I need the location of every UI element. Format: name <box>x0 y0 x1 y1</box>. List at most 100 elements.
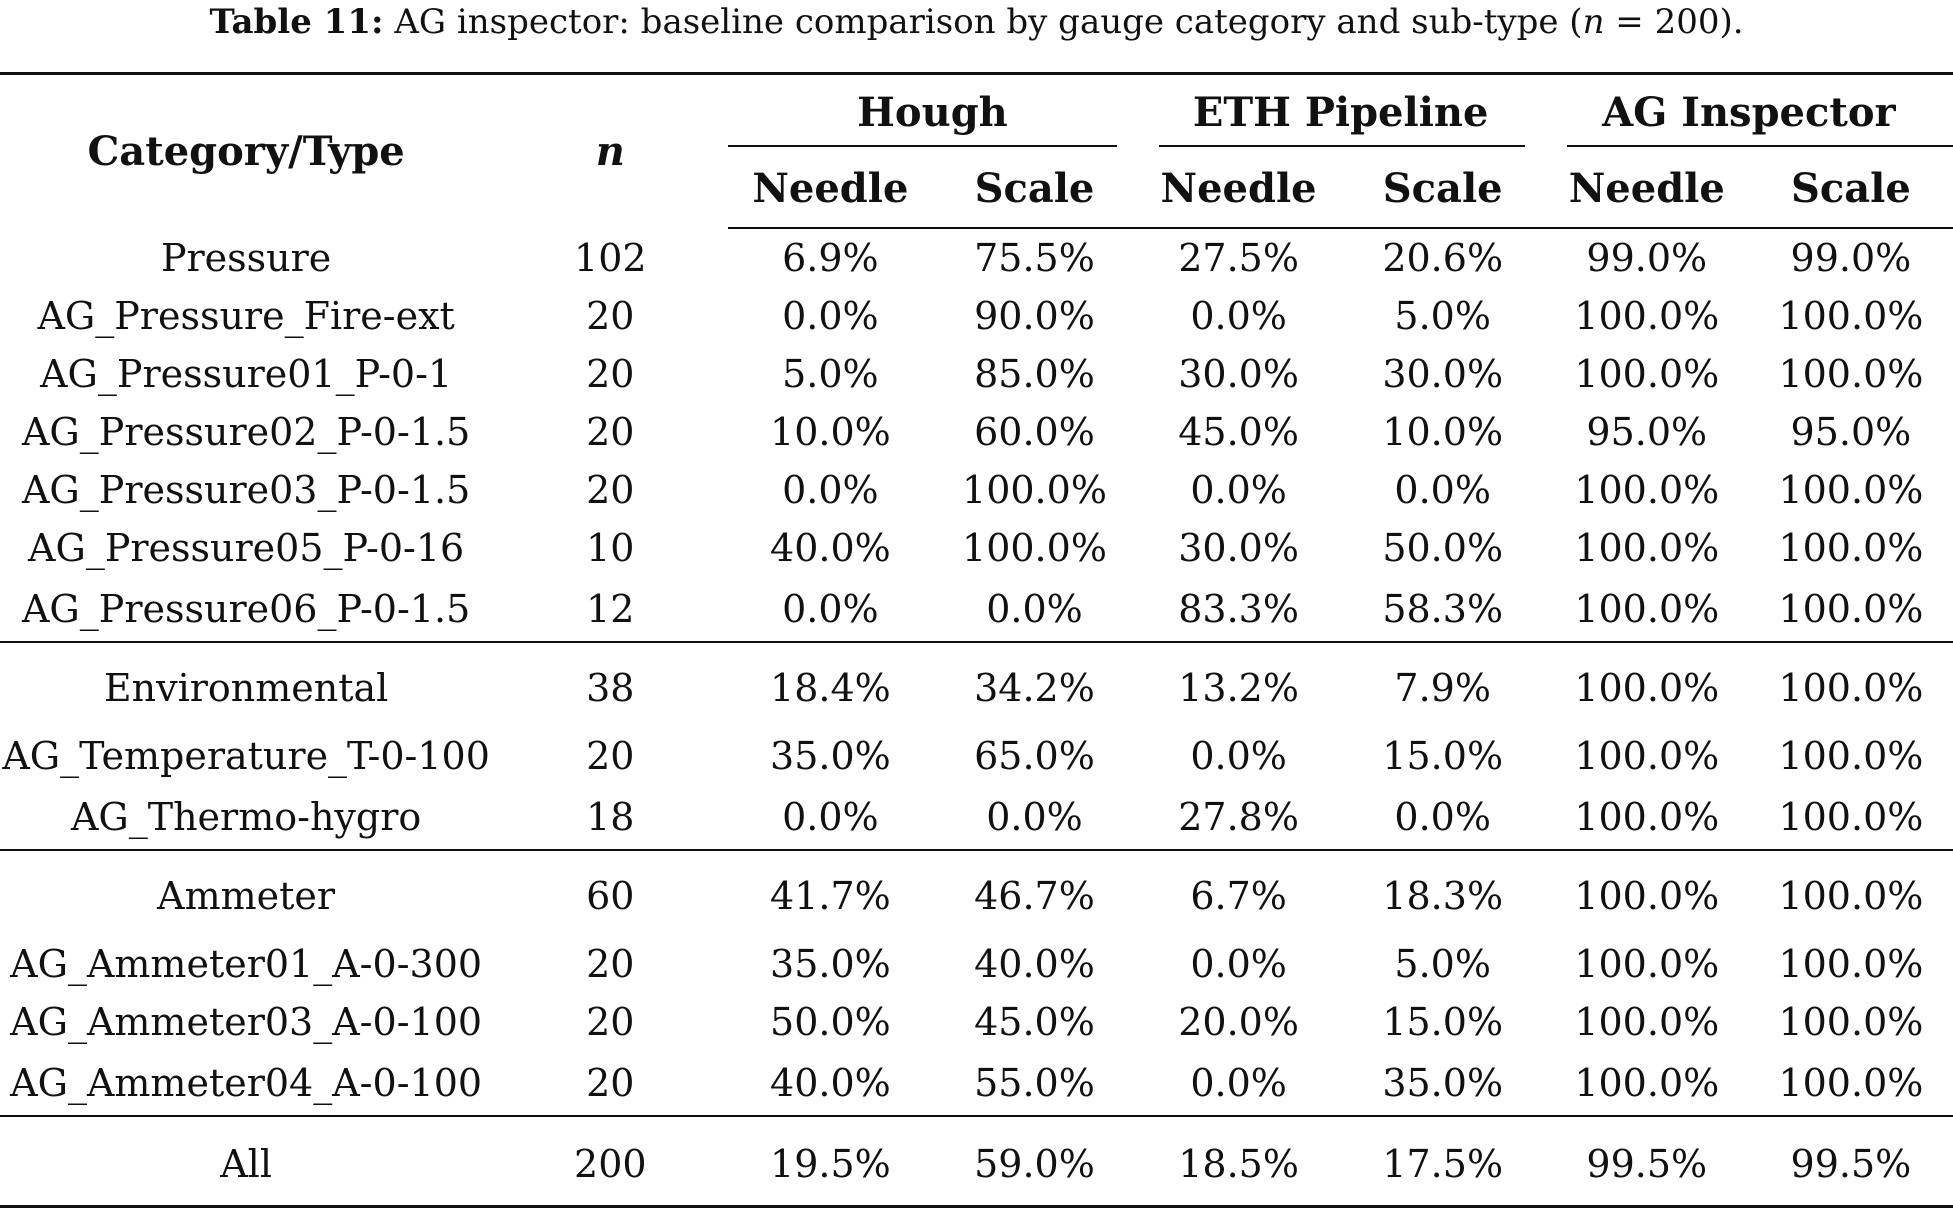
table-row: AG_Pressure_Fire-ext 20 0.0% 90.0% 0.0% 5.0% 1… <box>0 287 1953 345</box>
cell-hough-needle: 0.0% <box>782 294 879 338</box>
cell-n: 60 <box>586 874 635 918</box>
header-group-ag-inspector: AG Inspector <box>1544 72 1953 149</box>
cell-n: 20 <box>586 942 635 986</box>
header-category-type: Category/Type <box>0 72 493 228</box>
cell-ag-needle: 100.0% <box>1544 785 1749 851</box>
cell-ag-needle: 99.5% <box>1544 1116 1749 1208</box>
cell-hough-needle: 0.0% <box>728 785 933 851</box>
cell-type: AG_Pressure03_P-0-1.5 <box>21 468 471 512</box>
cell-n: 10 <box>586 526 635 570</box>
cell-eth-needle: 18.5% <box>1136 1116 1341 1208</box>
cell-eth-needle: 45.0% <box>1178 410 1299 454</box>
cell-type: AG_Pressure01_P-0-1 <box>40 352 453 396</box>
cell-type: AG_Pressure_Fire-ext <box>37 294 455 338</box>
cell-n: 18 <box>492 785 729 851</box>
cell-ag-scale: 100.0% <box>1778 1000 1924 1044</box>
group-label: Hough <box>857 88 1008 136</box>
cell-type: Pressure <box>160 235 332 280</box>
cell-eth-needle: 30.0% <box>1178 526 1299 570</box>
table-caption: Table 11: AG inspector: baseline compari… <box>0 0 1953 44</box>
cell-n: 20 <box>586 468 635 512</box>
cell-hough-needle: 19.5% <box>728 1116 933 1208</box>
cell-eth-scale: 10.0% <box>1382 410 1504 454</box>
table-row: AG_Ammeter01_A-0-300 20 35.0% 40.0% 0.0% 5.0%… <box>0 935 1953 993</box>
cell-type: AG_Temperature_T-0-100 <box>2 734 490 778</box>
cell-eth-scale: 58.3% <box>1340 577 1545 643</box>
cell-ag-needle: 100.0% <box>1544 1051 1749 1117</box>
cell-eth-scale: 5.0% <box>1394 942 1491 986</box>
table-row: AG_Pressure02_P-0-1.5 20 10.0% 60.0% 45.0% 10… <box>0 403 1953 461</box>
cell-type: Ammeter <box>157 874 336 918</box>
cell-n: 20 <box>586 410 635 454</box>
cell-eth-scale: 5.0% <box>1394 294 1491 338</box>
cell-eth-needle: 0.0% <box>1136 1051 1341 1117</box>
table-number: Table 11: <box>209 2 384 42</box>
cell-eth-scale: 18.3% <box>1382 874 1504 918</box>
cell-ag-needle: 95.0% <box>1586 410 1708 454</box>
table-body: Pressure 102 6.9% 75.5% 27.5% 20.6% 99.0% 99.0%… <box>0 228 1953 1208</box>
table-row: AG_Pressure01_P-0-1 20 5.0% 85.0% 30.0% 30.0%… <box>0 345 1953 403</box>
cell-ag-needle: 100.0% <box>1574 666 1720 710</box>
cell-hough-scale: 100.0% <box>962 526 1107 570</box>
table-header: Category/Type n Hough ETH Pipeline AG In… <box>0 72 1953 229</box>
cell-eth-needle: 0.0% <box>1190 734 1287 778</box>
cell-eth-scale: 0.0% <box>1394 468 1491 512</box>
category-row: All 200 19.5% 59.0% 18.5% 17.5% 99.5% 99.5% <box>0 1116 1953 1208</box>
cell-hough-scale: 60.0% <box>974 410 1095 454</box>
cell-hough-scale: 65.0% <box>974 734 1095 778</box>
cell-ag-needle: 100.0% <box>1574 1000 1720 1044</box>
cell-n: 20 <box>586 294 635 338</box>
cell-ag-scale: 100.0% <box>1778 666 1924 710</box>
cell-eth-scale: 7.9% <box>1394 666 1491 710</box>
cell-ag-needle: 100.0% <box>1574 468 1720 512</box>
cell-ag-scale: 100.0% <box>1778 874 1924 918</box>
cell-hough-scale: 55.0% <box>932 1051 1137 1117</box>
cell-hough-scale: 59.0% <box>932 1116 1137 1208</box>
cell-n: 38 <box>586 666 635 710</box>
cell-hough-needle: 35.0% <box>770 734 891 778</box>
cell-hough-needle: 41.7% <box>770 874 891 918</box>
category-row: Ammeter 60 41.7% 46.7% 6.7% 18.3% 100.0% 100.0% <box>0 850 1953 935</box>
cell-n: 200 <box>492 1116 729 1208</box>
cell-n: 12 <box>492 577 729 643</box>
cell-type: AG_Pressure06_P-0-1.5 <box>0 577 493 643</box>
cell-type: AG_Pressure02_P-0-1.5 <box>21 410 471 454</box>
cell-ag-scale: 100.0% <box>1748 1051 1953 1117</box>
cell-hough-needle: 18.4% <box>770 666 891 710</box>
cell-type: AG_Ammeter04_A-0-100 <box>0 1051 493 1117</box>
caption-n-symbol: n <box>1582 2 1605 42</box>
cell-ag-scale: 100.0% <box>1778 942 1924 986</box>
header-group-eth-pipeline: ETH Pipeline <box>1136 72 1545 149</box>
cell-eth-needle: 0.0% <box>1190 942 1287 986</box>
cell-ag-needle: 100.0% <box>1574 874 1720 918</box>
caption-text-end: = 200). <box>1604 2 1744 42</box>
cell-eth-scale: 35.0% <box>1340 1051 1545 1117</box>
cell-hough-scale: 85.0% <box>974 352 1095 396</box>
cell-hough-scale: 75.5% <box>974 236 1095 280</box>
cell-eth-needle: 83.3% <box>1136 577 1341 643</box>
cell-eth-scale: 17.5% <box>1340 1116 1545 1208</box>
caption-text: AG inspector: baseline comparison by gau… <box>394 2 1583 42</box>
group-label: ETH Pipeline <box>1192 88 1489 136</box>
header-eth-needle: Needle <box>1136 149 1341 229</box>
cell-hough-needle: 0.0% <box>728 577 933 643</box>
group-underline <box>1566 145 1953 147</box>
cell-ag-needle: 100.0% <box>1574 734 1720 778</box>
table-row: AG_Temperature_T-0-100 20 35.0% 65.0% 0.0% 15… <box>0 727 1953 785</box>
header-ag-scale: Scale <box>1748 149 1953 229</box>
cell-n: 20 <box>586 734 635 778</box>
cell-hough-scale: 100.0% <box>962 468 1107 512</box>
cell-type: All <box>0 1116 493 1208</box>
cell-ag-needle: 100.0% <box>1574 942 1720 986</box>
cell-ag-scale: 99.5% <box>1748 1116 1953 1208</box>
cell-ag-scale: 100.0% <box>1778 294 1924 338</box>
header-ag-needle: Needle <box>1544 149 1749 229</box>
cell-eth-needle: 13.2% <box>1178 666 1299 710</box>
table-row: AG_Pressure05_P-0-16 10 40.0% 100.0% 30.0% 50… <box>0 519 1953 577</box>
cell-hough-scale: 46.7% <box>974 874 1095 918</box>
cell-hough-needle: 50.0% <box>770 1000 891 1044</box>
category-row: Environmental 38 18.4% 34.2% 13.2% 7.9% 100.0%… <box>0 642 1953 727</box>
cell-ag-scale: 100.0% <box>1778 468 1924 512</box>
cell-eth-scale: 15.0% <box>1382 734 1504 778</box>
group-underline <box>728 145 1117 147</box>
